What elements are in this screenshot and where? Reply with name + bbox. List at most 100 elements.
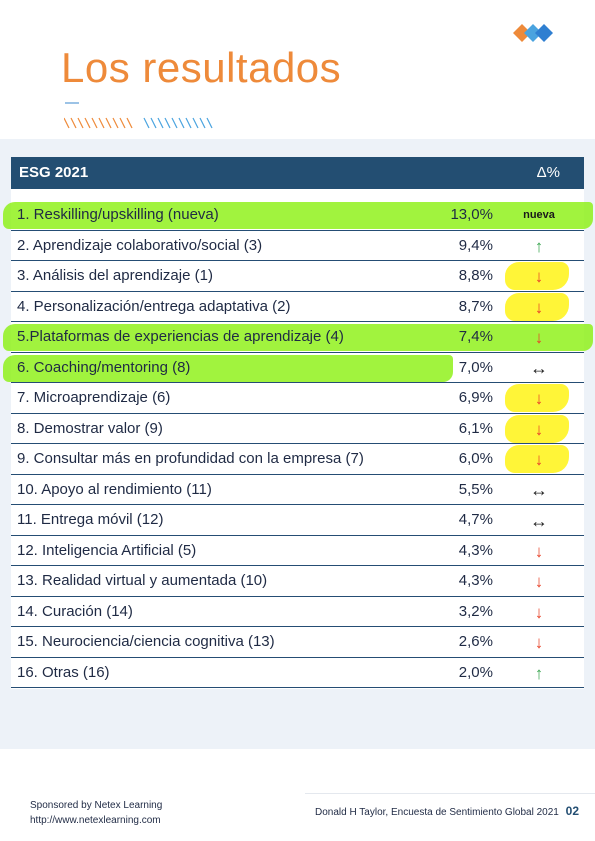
hatch-tick bbox=[98, 117, 105, 129]
hatch-tick bbox=[77, 117, 84, 129]
table-row: 3. Análisis del aprendizaje (1) 8,8% ↓ bbox=[11, 261, 584, 292]
row-percentage: 4,3% bbox=[458, 541, 493, 559]
arrow-down-icon: ↓ bbox=[534, 633, 544, 652]
row-change-cell: ↓ bbox=[511, 629, 567, 656]
table-row: 11. Entrega móvil (12) 4,7% ↔ bbox=[11, 505, 584, 536]
row-label: 10. Apoyo al rendimiento (11) bbox=[17, 480, 212, 498]
table-row: 15. Neurociencia/ciencia cognitiva (13) 2… bbox=[11, 627, 584, 658]
arrow-down-icon: ↓ bbox=[534, 267, 544, 286]
footer-credit-block: Donald H Taylor, Encuesta de Sentimiento… bbox=[315, 804, 579, 818]
hatch-tick bbox=[119, 117, 126, 129]
table-row: 16. Otras (16) 2,0% ↑ bbox=[11, 658, 584, 688]
row-change-cell: ↓ bbox=[511, 294, 567, 321]
table-row: 8. Demostrar valor (9) 6,1% ↓ bbox=[11, 414, 584, 444]
table-row: 6. Coaching/mentoring (8) 7,0% ↔ bbox=[3, 353, 584, 383]
row-change-cell: ↔ bbox=[511, 355, 567, 382]
table-row: 7. Microaprendizaje (6) 6,9% ↓ bbox=[11, 383, 584, 414]
new-badge: nueva bbox=[523, 209, 555, 221]
sponsor-text: Sponsored by Netex Learning bbox=[30, 800, 163, 811]
table-row: 5.Plataformas de experiencias de aprendi… bbox=[3, 322, 593, 353]
row-percentage: 8,8% bbox=[458, 267, 493, 284]
row-label: 4. Personalización/entrega adaptativa (2… bbox=[17, 297, 291, 315]
green-highlight-mark bbox=[3, 202, 593, 229]
hatch-tick bbox=[164, 117, 171, 129]
row-label: 2. Aprendizaje colaborativo/social (3) bbox=[17, 236, 263, 254]
footer-divider bbox=[305, 793, 595, 794]
hatch-tick bbox=[206, 117, 213, 129]
row-change-cell: ↓ bbox=[511, 599, 567, 626]
row-percentage: 13,0% bbox=[450, 206, 493, 223]
ranking-table: 1. Reskilling/upskilling (nueva) 13,0% nue… bbox=[3, 200, 593, 688]
hatch-tick bbox=[84, 117, 91, 129]
row-label: 3. Análisis del aprendizaje (1) bbox=[17, 267, 213, 284]
row-percentage: 9,4% bbox=[458, 236, 493, 254]
row-label: 16. Otras (16) bbox=[17, 663, 110, 681]
row-percentage: 6,1% bbox=[458, 419, 493, 437]
arrow-down-icon: ↓ bbox=[534, 297, 544, 317]
page-number: 02 bbox=[565, 804, 579, 818]
green-highlight-mark bbox=[3, 324, 593, 351]
hatch-tick bbox=[171, 117, 178, 129]
arrow-left-right-icon: ↔ bbox=[530, 510, 548, 531]
hatch-tick bbox=[150, 117, 157, 129]
yellow-highlight-mark bbox=[505, 414, 569, 443]
row-percentage: 8,7% bbox=[458, 297, 493, 315]
row-label: 7. Microaprendizaje (6) bbox=[17, 389, 171, 406]
row-percentage: 6,0% bbox=[458, 450, 493, 467]
row-label: 14. Curación (14) bbox=[17, 602, 133, 620]
row-percentage: 5,5% bbox=[458, 480, 493, 498]
hatch-tick bbox=[199, 117, 206, 129]
row-change-cell: ↑ bbox=[511, 660, 567, 687]
row-percentage: 7,0% bbox=[458, 358, 493, 376]
row-change-cell: ↓ bbox=[511, 446, 567, 473]
arrow-down-icon: ↓ bbox=[534, 328, 544, 347]
hatch-tick bbox=[192, 117, 199, 129]
table-row: 1. Reskilling/upskilling (nueva) 13,0% nue… bbox=[3, 200, 593, 231]
hatch-tick bbox=[143, 117, 150, 129]
arrow-up-icon: ↑ bbox=[534, 236, 544, 256]
table-row: 4. Personalización/entrega adaptativa (2… bbox=[11, 292, 584, 322]
arrow-down-icon: ↓ bbox=[534, 450, 544, 469]
brand-logo-icon bbox=[513, 24, 553, 42]
hatch-tick bbox=[178, 117, 185, 129]
hatch-tick bbox=[157, 117, 164, 129]
sponsor-url-link[interactable]: http://www.netexlearning.com bbox=[30, 814, 161, 826]
yellow-highlight-mark bbox=[505, 445, 569, 473]
row-change-cell: ↓ bbox=[511, 568, 567, 595]
table-row: 9. Consultar más en profundidad con la e… bbox=[11, 444, 584, 475]
row-change-cell: nueva bbox=[511, 202, 567, 229]
table-row: 13. Realidad virtual y aumentada (10) 4,3… bbox=[11, 566, 584, 597]
hatch-tick bbox=[112, 117, 119, 129]
arrow-up-icon: ↑ bbox=[534, 663, 544, 683]
row-label: 6. Coaching/mentoring (8) bbox=[17, 358, 191, 376]
row-percentage: 3,2% bbox=[458, 602, 493, 620]
hatch-tick bbox=[64, 117, 70, 129]
row-label: 13. Realidad virtual y aumentada (10) bbox=[17, 572, 268, 589]
table-header: ESG 2021 Δ% bbox=[11, 157, 584, 189]
hatch-tick bbox=[185, 117, 192, 129]
row-change-cell: ↓ bbox=[511, 324, 567, 351]
title-underline bbox=[65, 102, 79, 104]
table-title: ESG 2021 bbox=[19, 164, 89, 181]
arrow-down-icon: ↓ bbox=[534, 572, 544, 591]
hatch-tick bbox=[91, 117, 98, 129]
row-label: 5.Plataformas de experiencias de aprendi… bbox=[17, 328, 344, 345]
row-label: 15. Neurociencia/ciencia cognitiva (13) bbox=[17, 633, 275, 650]
table-row: 2. Aprendizaje colaborativo/social (3) 9,… bbox=[11, 231, 584, 261]
delta-column-header: Δ% bbox=[536, 164, 560, 181]
row-label: 12. Inteligencia Artificial (5) bbox=[17, 541, 197, 559]
row-label: 9. Consultar más en profundidad con la e… bbox=[17, 450, 364, 467]
yellow-highlight-mark bbox=[505, 262, 569, 290]
yellow-highlight-mark bbox=[505, 384, 569, 412]
table-body-background bbox=[11, 157, 584, 689]
row-label: 11. Entrega móvil (12) bbox=[17, 511, 164, 528]
row-change-cell: ↓ bbox=[511, 263, 567, 290]
hatch-tick bbox=[70, 117, 77, 129]
row-change-cell: ↓ bbox=[511, 538, 567, 565]
arrow-down-icon: ↓ bbox=[534, 419, 544, 439]
footer-sponsor-block: Sponsored by Netex Learning http://www.n… bbox=[30, 799, 162, 828]
arrow-down-icon: ↓ bbox=[534, 389, 544, 408]
arrow-down-icon: ↓ bbox=[534, 541, 544, 561]
decorative-hatch-lines bbox=[64, 117, 213, 129]
row-change-cell: ↓ bbox=[511, 385, 567, 412]
